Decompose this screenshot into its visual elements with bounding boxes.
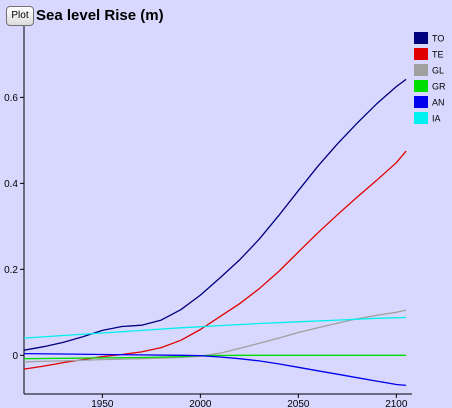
legend-swatch-gl (414, 64, 428, 76)
series-line-te (23, 150, 407, 370)
legend-swatch-te (414, 48, 428, 60)
legend-swatch-an (414, 96, 428, 108)
legend-swatch-ia (414, 112, 428, 124)
legend-label-ia: IA (432, 114, 441, 124)
y-tick-label: 0.2 (4, 265, 18, 276)
legend-label-to: TO (432, 34, 444, 44)
legend-label-an: AN (432, 98, 445, 108)
legend-label-te: TE (432, 50, 444, 60)
series-line-gl (23, 309, 407, 363)
chart-axes: 1950 2000 2050 2100 0 0.2 0.4 0.6 (4, 20, 412, 408)
series-line-ia (23, 316, 407, 339)
y-tick-label: 0.4 (4, 179, 18, 190)
x-tick-label: 2000 (189, 399, 212, 408)
chart-title: Sea level Rise (m) (36, 7, 164, 24)
series-line-to (23, 78, 407, 351)
legend-swatch-to (414, 32, 428, 44)
plot-button[interactable]: Plot (6, 6, 34, 26)
y-tick-label: 0.6 (4, 93, 18, 104)
legend-label-gr: GR (432, 82, 446, 92)
chart-series-layer (23, 78, 407, 387)
x-tick-label: 1950 (91, 399, 114, 408)
legend-swatch-gr (414, 80, 428, 92)
x-tick-label: 2100 (385, 399, 408, 408)
series-line-an (23, 352, 407, 387)
x-tick-label: 2050 (287, 399, 310, 408)
legend-label-gl: GL (432, 66, 444, 76)
chart-legend: TO TE GL GR AN IA (414, 32, 446, 124)
y-tick-label: 0 (12, 351, 18, 362)
